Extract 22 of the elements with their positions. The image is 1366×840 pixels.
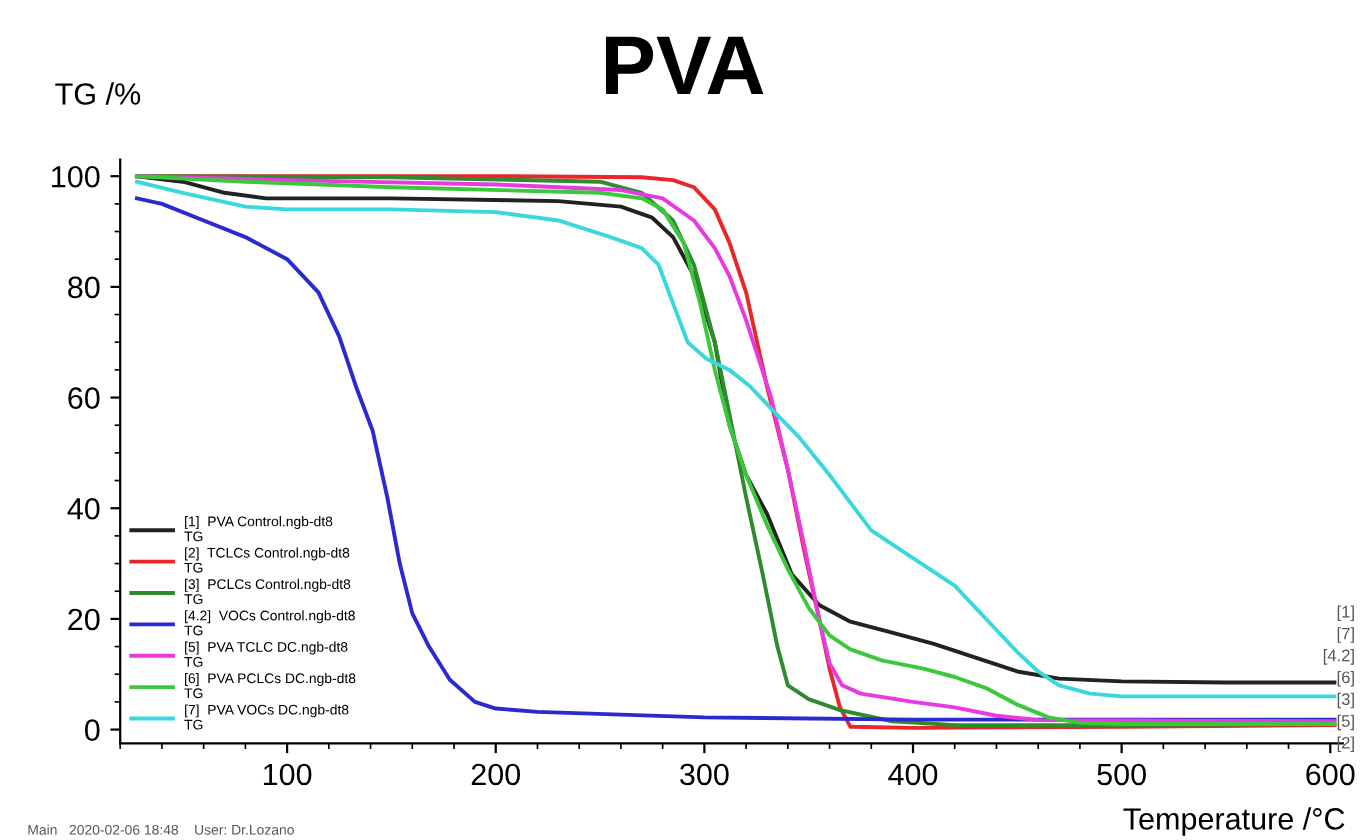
y-axis-title: TG /% xyxy=(55,82,141,105)
x-tick-label: 600 xyxy=(1306,763,1355,786)
y-tick-label: 0 xyxy=(84,719,100,741)
x-tick-label: 200 xyxy=(471,763,521,786)
x-tick-label: 500 xyxy=(1097,763,1146,786)
x-tick-label: 100 xyxy=(263,763,312,786)
annotation: [6] xyxy=(1337,670,1354,687)
annotation: [4.2] xyxy=(1323,649,1354,665)
annotation: [2] xyxy=(1337,736,1354,753)
x-axis-title: Temperature /°C xyxy=(1123,807,1345,836)
y-tick-label: 80 xyxy=(68,276,100,299)
x-tick-label: 300 xyxy=(680,763,729,786)
x-tick-label: 400 xyxy=(888,763,938,786)
chart-title: PVA xyxy=(605,36,764,94)
y-tick-label: 100 xyxy=(52,165,100,188)
annotation: [5] xyxy=(1337,714,1354,731)
y-tick-label: 40 xyxy=(67,497,100,520)
y-tick-label: 20 xyxy=(68,608,100,631)
annotation: [7] xyxy=(1337,627,1354,643)
annotation: [1] xyxy=(1337,605,1354,621)
y-tick-label: 60 xyxy=(68,387,100,409)
annotation: [3] xyxy=(1337,692,1354,709)
